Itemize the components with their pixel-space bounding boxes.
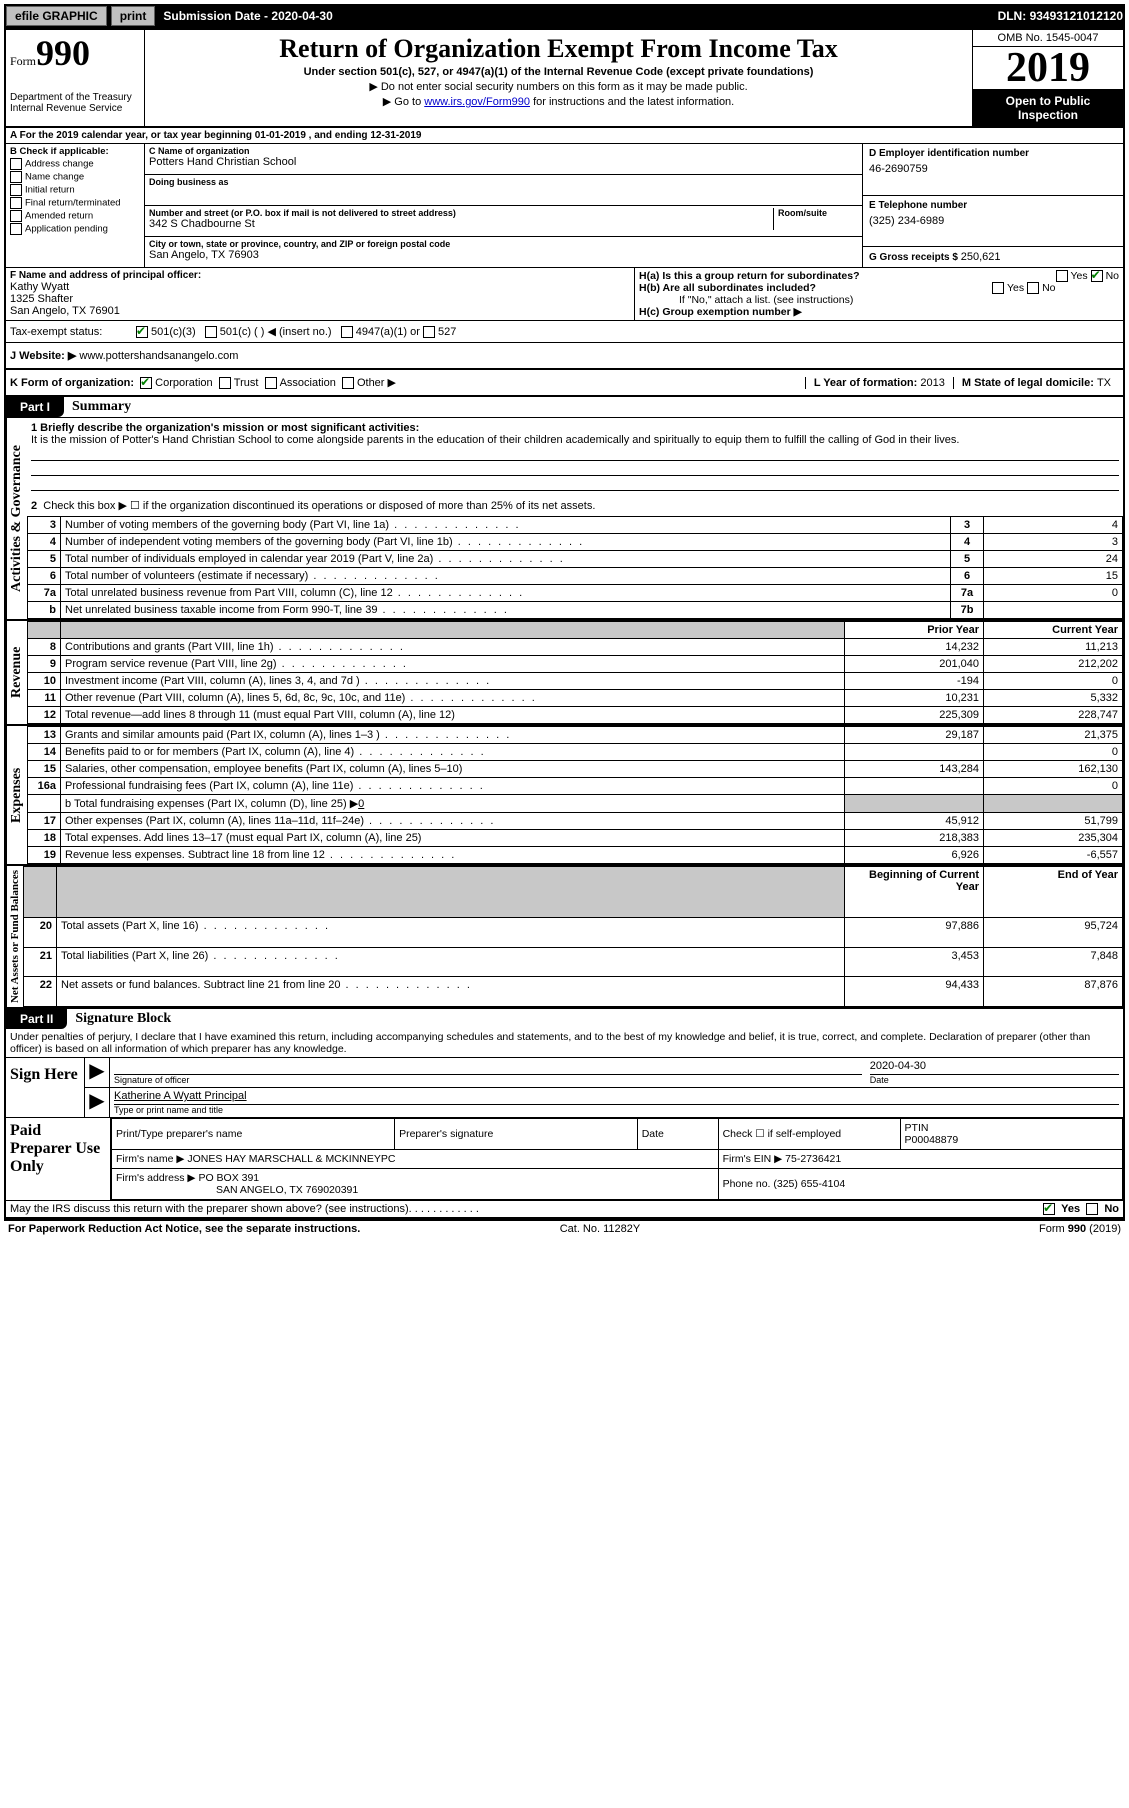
chk-trust[interactable] xyxy=(219,377,231,389)
form-identifier: Form990 Department of the Treasury Inter… xyxy=(6,30,145,126)
table-row: 5Total number of individuals employed in… xyxy=(28,551,1123,568)
expenses-table: 13Grants and similar amounts paid (Part … xyxy=(27,726,1123,864)
form-title: Return of Organization Exempt From Incom… xyxy=(153,34,964,64)
table-row: 21Total liabilities (Part X, line 26)3,4… xyxy=(24,947,1123,977)
vert-activities: Activities & Governance xyxy=(6,418,27,619)
form-note-link: ▶ Go to www.irs.gov/Form990 for instruct… xyxy=(153,95,964,108)
vert-expenses: Expenses xyxy=(6,726,27,864)
table-row: 16aProfessional fundraising fees (Part I… xyxy=(28,778,1123,795)
perjury-statement: Under penalties of perjury, I declare th… xyxy=(6,1029,1123,1057)
box-h-group: H(a) Is this a group return for subordin… xyxy=(635,268,1123,320)
chk-final-return[interactable]: Final return/terminated xyxy=(10,197,140,209)
table-row: 19Revenue less expenses. Subtract line 1… xyxy=(28,847,1123,864)
mission-text: It is the mission of Potter's Hand Chris… xyxy=(31,434,1119,446)
table-row: 22Net assets or fund balances. Subtract … xyxy=(24,977,1123,1007)
chk-other[interactable] xyxy=(342,377,354,389)
tax-exempt-status: Tax-exempt status: 501(c)(3) 501(c) ( ) … xyxy=(6,321,1123,343)
irs-discuss-row: May the IRS discuss this return with the… xyxy=(6,1200,1123,1217)
table-row: 10Investment income (Part VIII, column (… xyxy=(28,673,1123,690)
revenue-table: Prior YearCurrent Year 8Contributions an… xyxy=(27,621,1123,724)
chk-name-change[interactable]: Name change xyxy=(10,171,140,183)
open-to-public: Open to PublicInspection xyxy=(973,90,1123,126)
chk-initial-return[interactable]: Initial return xyxy=(10,184,140,196)
vert-revenue: Revenue xyxy=(6,621,27,724)
chk-527[interactable] xyxy=(423,326,435,338)
chk-amended-return[interactable]: Amended return xyxy=(10,210,140,222)
box-c-name: C Name of organization Potters Hand Chri… xyxy=(145,144,862,175)
box-c-dba: Doing business as xyxy=(145,175,862,206)
box-f-officer: F Name and address of principal officer:… xyxy=(6,268,635,320)
chk-discuss-yes[interactable] xyxy=(1043,1203,1055,1215)
table-row: 6Total number of volunteers (estimate if… xyxy=(28,568,1123,585)
chk-discuss-no[interactable] xyxy=(1086,1203,1098,1215)
box-b-checkboxes: B Check if applicable: Address change Na… xyxy=(6,144,145,267)
form-note-ssn: ▶ Do not enter social security numbers o… xyxy=(153,80,964,93)
table-row: 9Program service revenue (Part VIII, lin… xyxy=(28,656,1123,673)
vert-netassets: Net Assets or Fund Balances xyxy=(6,866,23,1007)
sign-here-block: Sign Here ▶ Signature of officer 2020-04… xyxy=(6,1057,1123,1117)
table-row: 14Benefits paid to or for members (Part … xyxy=(28,744,1123,761)
table-row: 8Contributions and grants (Part VIII, li… xyxy=(28,639,1123,656)
chk-association[interactable] xyxy=(265,377,277,389)
netassets-table: Beginning of Current YearEnd of Year 20T… xyxy=(23,866,1123,1007)
form-subtitle: Under section 501(c), 527, or 4947(a)(1)… xyxy=(153,66,964,78)
irs-link[interactable]: www.irs.gov/Form990 xyxy=(424,96,530,108)
signature-arrow-icon: ▶ xyxy=(85,1058,110,1087)
form-page: Form990 Department of the Treasury Inter… xyxy=(4,28,1125,1219)
part2-header: Part II Signature Block xyxy=(6,1009,1123,1029)
table-row: 7aTotal unrelated business revenue from … xyxy=(28,585,1123,602)
print-button[interactable]: print xyxy=(111,6,156,26)
table-row: 17Other expenses (Part IX, column (A), l… xyxy=(28,813,1123,830)
form-title-block: Return of Organization Exempt From Incom… xyxy=(145,30,972,126)
dln-label: DLN: 93493121012120 xyxy=(998,9,1123,23)
chk-4947[interactable] xyxy=(341,326,353,338)
box-g-gross: G Gross receipts $ 250,621 xyxy=(863,247,1123,267)
line1-label: 1 Briefly describe the organization's mi… xyxy=(31,422,419,434)
part1-header: Part I Summary xyxy=(6,397,1123,417)
row-j-website: J Website: ▶ www.pottershandsanangelo.co… xyxy=(6,343,1123,370)
top-toolbar: efile GRAPHIC print Submission Date - 20… xyxy=(4,4,1125,28)
chk-address-change[interactable]: Address change xyxy=(10,158,140,170)
table-row: 13Grants and similar amounts paid (Part … xyxy=(28,727,1123,744)
chk-application-pending[interactable]: Application pending xyxy=(10,223,140,235)
table-row: bNet unrelated business taxable income f… xyxy=(28,602,1123,619)
tax-year: 2019 xyxy=(973,47,1123,90)
table-row: 12Total revenue—add lines 8 through 11 (… xyxy=(28,707,1123,724)
box-d-ein: D Employer identification number 46-2690… xyxy=(863,144,1123,196)
table-row: 15Salaries, other compensation, employee… xyxy=(28,761,1123,778)
table-row: 4Number of independent voting members of… xyxy=(28,534,1123,551)
table-row: 3Number of voting members of the governi… xyxy=(28,517,1123,534)
row-a-tax-year: A For the 2019 calendar year, or tax yea… xyxy=(6,128,1123,144)
submission-label: Submission Date - 2020-04-30 xyxy=(163,9,332,23)
chk-501c[interactable] xyxy=(205,326,217,338)
table-row: 20Total assets (Part X, line 16)97,88695… xyxy=(24,917,1123,947)
page-footer: For Paperwork Reduction Act Notice, see … xyxy=(4,1219,1125,1237)
chk-501c3[interactable] xyxy=(136,326,148,338)
row-k-form-org: K Form of organization: Corporation Trus… xyxy=(6,370,1123,397)
box-e-phone: E Telephone number (325) 234-6989 xyxy=(863,196,1123,248)
table-row: b Total fundraising expenses (Part IX, c… xyxy=(28,795,1123,813)
paid-preparer-block: Paid Preparer Use Only Print/Type prepar… xyxy=(6,1117,1123,1200)
efile-button[interactable]: efile GRAPHIC xyxy=(6,6,107,26)
box-c-city: City or town, state or province, country… xyxy=(145,237,862,267)
table-row: 11Other revenue (Part VIII, column (A), … xyxy=(28,690,1123,707)
name-arrow-icon: ▶ xyxy=(85,1088,110,1117)
box-c-address: Number and street (or P.O. box if mail i… xyxy=(145,206,862,237)
line2-checkbox: Check this box ▶ ☐ if the organization d… xyxy=(43,500,595,512)
chk-corporation[interactable] xyxy=(140,377,152,389)
activities-table: 3Number of voting members of the governi… xyxy=(27,516,1123,619)
form-year-block: OMB No. 1545-0047 2019 Open to PublicIns… xyxy=(972,30,1123,126)
table-row: 18Total expenses. Add lines 13–17 (must … xyxy=(28,830,1123,847)
